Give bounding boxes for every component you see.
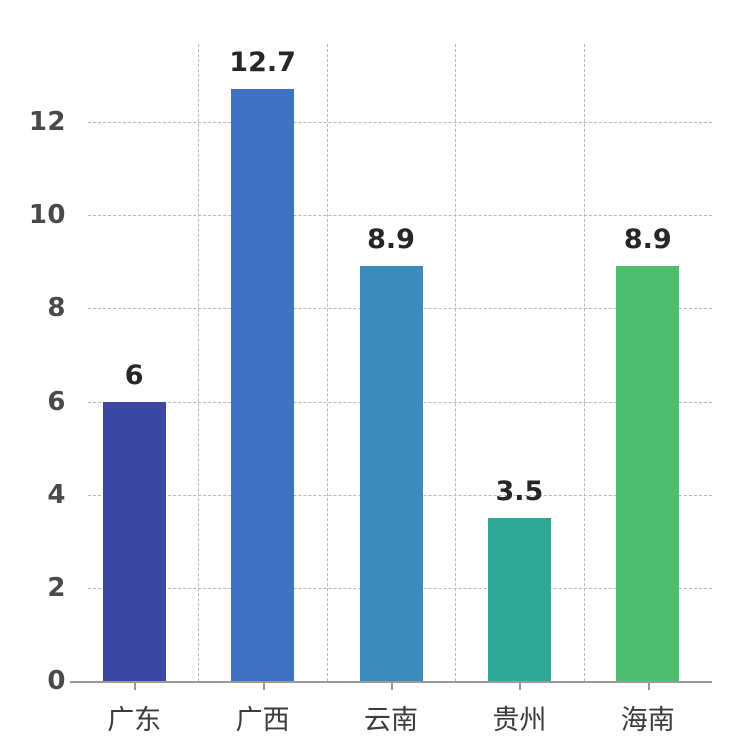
y-tick-label: 4 xyxy=(47,479,66,510)
x-tick-mark xyxy=(647,681,650,690)
gridline-y-12 xyxy=(88,122,712,123)
x-category-label: 广西 xyxy=(235,705,290,736)
bar[interactable] xyxy=(102,401,166,681)
x-tick-mark xyxy=(134,681,137,690)
y-tick-label: 0 xyxy=(47,666,66,696)
bar[interactable] xyxy=(231,89,295,681)
bar-value-label: 8.9 xyxy=(367,224,415,256)
bar[interactable] xyxy=(616,266,680,681)
y-tick-label: 6 xyxy=(47,386,66,417)
x-tick-mark xyxy=(262,681,265,690)
gridline-x-3 xyxy=(455,44,457,681)
bar-value-label: 3.5 xyxy=(495,475,544,507)
bar[interactable] xyxy=(359,266,423,681)
bar-value-label: 12.7 xyxy=(229,47,296,79)
gridline-x-2 xyxy=(326,44,328,681)
gridline-x-1 xyxy=(198,44,200,681)
gridline-x-4 xyxy=(583,44,585,681)
y-tick-label: 12 xyxy=(28,107,66,137)
x-category-label: 贵州 xyxy=(492,705,547,736)
y-tick-label: 10 xyxy=(28,200,66,231)
x-tick-mark xyxy=(519,681,522,690)
bar-value-label: 8.9 xyxy=(623,224,672,256)
x-category-label: 广东 xyxy=(107,705,162,736)
bar[interactable] xyxy=(487,517,551,681)
bar-value-label: 6 xyxy=(124,359,144,391)
gridline-y-10 xyxy=(88,215,712,217)
y-tick-label: 2 xyxy=(47,572,66,603)
x-category-label: 云南 xyxy=(364,705,418,736)
x-category-label: 海南 xyxy=(620,705,675,736)
y-tick-label: 8 xyxy=(47,293,66,324)
x-tick-mark xyxy=(391,681,393,690)
